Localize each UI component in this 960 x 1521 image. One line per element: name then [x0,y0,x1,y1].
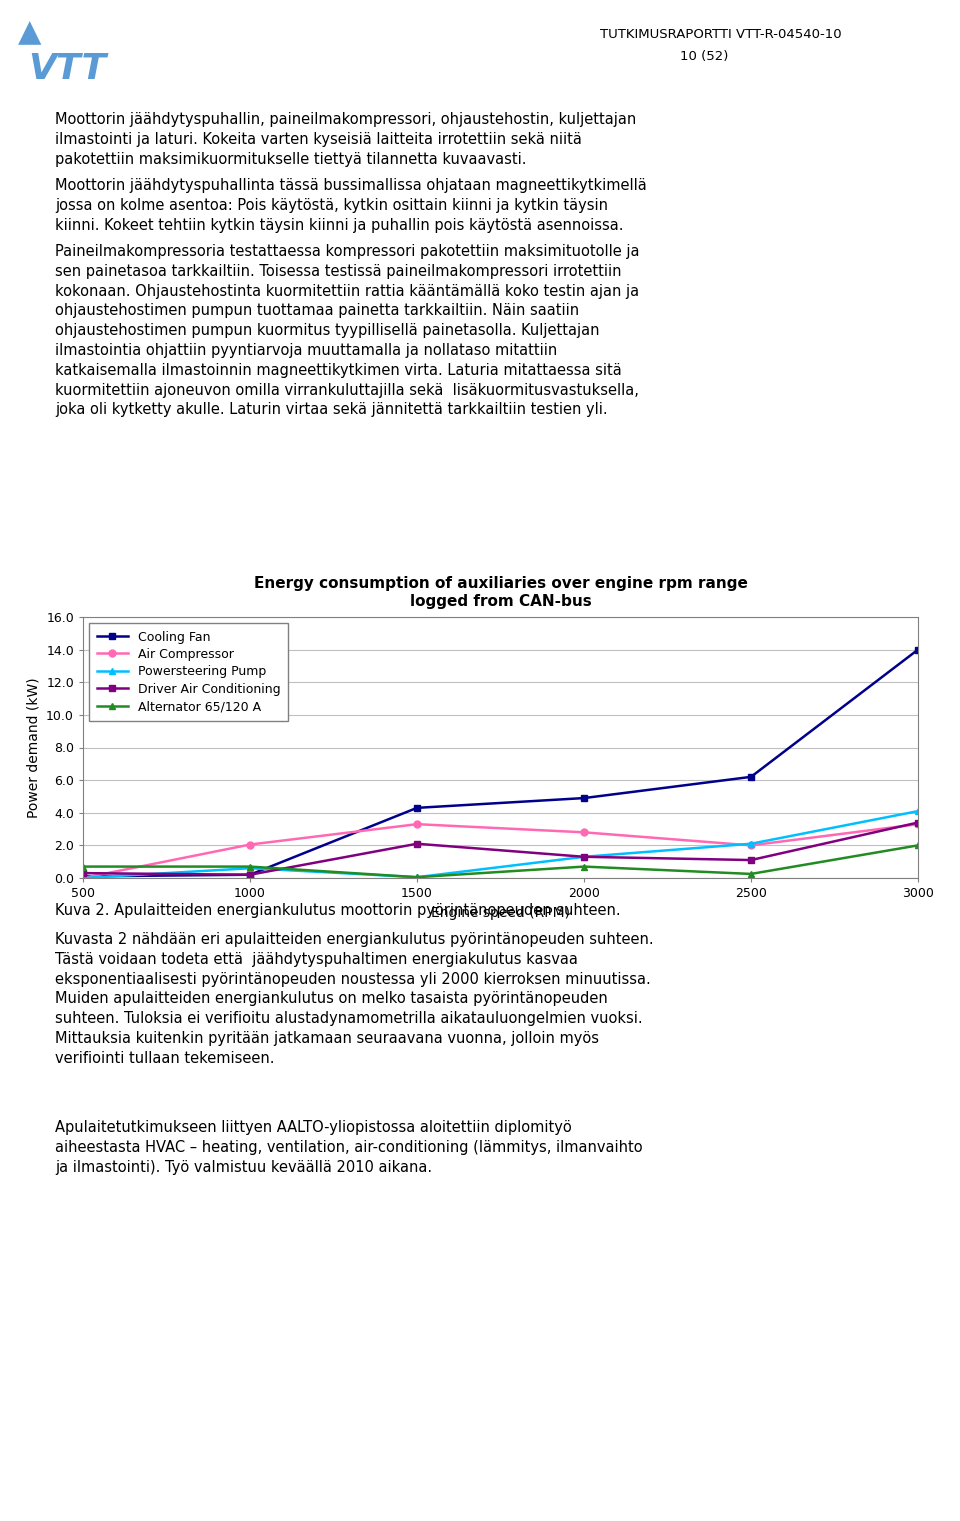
Alternator 65/120 A [244,858,255,876]
Driver Air Conditioning [411,835,422,853]
Text: Moottorin jäähdytyspuhallin, paineilmakompressori, ohjaustehostin, kuljettajan
i: Moottorin jäähdytyspuhallin, paineilmako… [55,113,636,167]
Cooling Fan [912,640,924,659]
Powersteering Pump [411,868,422,887]
Air Compressor [578,823,589,841]
Text: TUTKIMUSRAPORTTI VTT-R-04540-10: TUTKIMUSRAPORTTI VTT-R-04540-10 [600,27,842,41]
Legend: Cooling Fan, Air Compressor, Powersteering Pump, Driver Air Conditioning, Altern: Cooling Fan, Air Compressor, Powersteeri… [89,624,288,721]
Cooling Fan [745,768,756,786]
Y-axis label: Power demand (kW): Power demand (kW) [27,677,40,818]
Alternator 65/120 A [745,865,756,884]
Air Compressor [745,837,756,855]
Cooling Fan [244,865,255,884]
Air Compressor [411,815,422,834]
Air Compressor [912,815,924,834]
Text: VTT: VTT [28,52,107,87]
Powersteering Pump [912,802,924,820]
Title: Energy consumption of auxiliaries over engine rpm range
logged from CAN-bus: Energy consumption of auxiliaries over e… [253,576,748,608]
Air Compressor [77,868,88,887]
Powersteering Pump [77,868,88,887]
Text: ▲: ▲ [18,18,41,47]
Air Compressor [244,835,255,853]
Cooling Fan [77,867,88,885]
Line: Alternator 65/120 A: Alternator 65/120 A [80,843,922,881]
Driver Air Conditioning [912,814,924,832]
Powersteering Pump [745,835,756,853]
Line: Powersteering Pump: Powersteering Pump [80,808,922,882]
Alternator 65/120 A [77,858,88,876]
Text: Kuva 2. Apulaitteiden energiankulutus moottorin pyörintänopeuden suhteen.: Kuva 2. Apulaitteiden energiankulutus mo… [55,903,620,919]
Cooling Fan [411,799,422,817]
Line: Cooling Fan: Cooling Fan [80,646,922,879]
Driver Air Conditioning [578,847,589,865]
Alternator 65/120 A [578,858,589,876]
Line: Air Compressor: Air Compressor [80,821,922,882]
Text: Kuvasta 2 nähdään eri apulaitteiden energiankulutus pyörintänopeuden suhteen.
Tä: Kuvasta 2 nähdään eri apulaitteiden ener… [55,932,654,1066]
Driver Air Conditioning [77,864,88,882]
Cooling Fan [578,789,589,808]
Alternator 65/120 A [912,837,924,855]
Text: 10 (52): 10 (52) [680,50,729,62]
Driver Air Conditioning [745,850,756,868]
Powersteering Pump [244,859,255,878]
Alternator 65/120 A [411,868,422,887]
Powersteering Pump [578,847,589,865]
Driver Air Conditioning [244,865,255,884]
Text: Moottorin jäähdytyspuhallinta tässä bussimallissa ohjataan magneettikytkimellä
j: Moottorin jäähdytyspuhallinta tässä buss… [55,178,647,233]
Text: Apulaitetutkimukseen liittyen AALTO-yliopistossa aloitettiin diplomityö
aiheesta: Apulaitetutkimukseen liittyen AALTO-ylio… [55,1119,642,1174]
Line: Driver Air Conditioning: Driver Air Conditioning [80,820,922,878]
X-axis label: Engine speed (RPM): Engine speed (RPM) [431,905,570,920]
Text: Paineilmakompressoria testattaessa kompressori pakotettiin maksimituotolle ja
se: Paineilmakompressoria testattaessa kompr… [55,243,639,417]
